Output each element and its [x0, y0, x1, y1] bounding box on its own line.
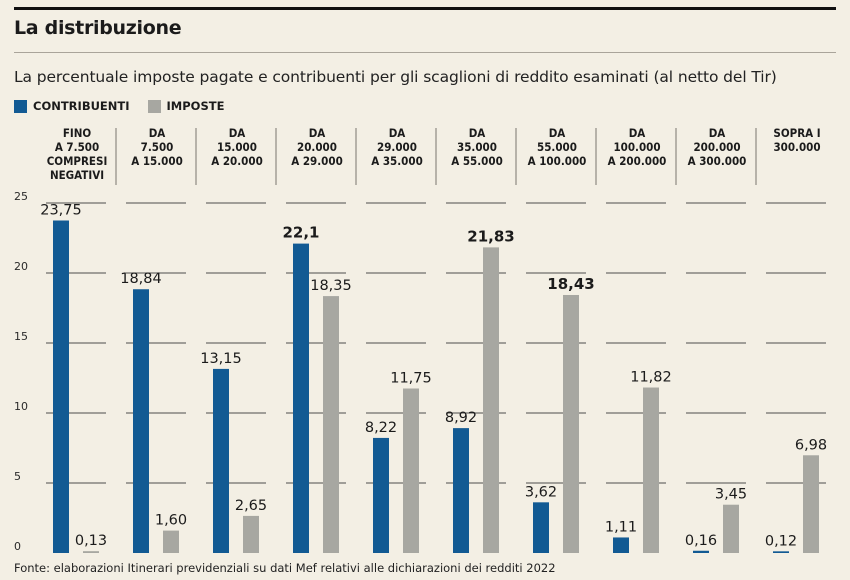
category-label: 55.000 — [537, 140, 577, 154]
data-label-contribuenti: 3,62 — [525, 484, 557, 500]
data-label-contribuenti: 13,15 — [200, 351, 242, 367]
bar-imposte — [83, 551, 99, 553]
bar-imposte — [723, 504, 739, 553]
bar-contribuenti — [373, 437, 389, 553]
source-note: Fonte: elaborazioni Itinerari previdenzi… — [14, 561, 556, 575]
category-label: A 7.500 — [55, 140, 99, 154]
category-label: A 20.000 — [211, 154, 263, 168]
bar-imposte — [243, 515, 259, 553]
y-tick-label: 5 — [14, 470, 21, 483]
data-label-imposte: 3,45 — [715, 487, 747, 503]
y-tick-label: 20 — [14, 260, 28, 273]
legend-item-imposte: IMPOSTE — [147, 99, 225, 113]
data-label-contribuenti: 18,84 — [120, 271, 162, 287]
data-label-contribuenti: 0,16 — [685, 533, 717, 549]
legend-label-contribuenti: CONTRIBUENTI — [33, 99, 130, 113]
data-label-imposte: 21,83 — [467, 227, 514, 245]
category-label: NEGATIVI — [50, 168, 104, 182]
category-label: 100.000 — [613, 140, 660, 154]
legend-label-imposte: IMPOSTE — [166, 99, 225, 113]
category-label: 29.000 — [377, 140, 417, 154]
data-label-imposte: 18,35 — [310, 278, 352, 294]
data-label-contribuenti: 1,11 — [605, 519, 637, 535]
category-label: A 300.000 — [688, 154, 747, 168]
category-label: DA — [549, 126, 566, 140]
bar-imposte — [323, 296, 339, 553]
data-label-imposte: 6,98 — [795, 437, 827, 453]
legend-swatch-imposte — [147, 99, 161, 113]
category-label: 300.000 — [773, 140, 820, 154]
legend-swatch-contribuenti — [14, 99, 27, 113]
y-tick-label: 0 — [14, 540, 21, 553]
y-tick-label: 15 — [14, 330, 28, 343]
legend-item-contribuenti: CONTRIBUENTI — [14, 99, 130, 113]
data-label-contribuenti: 8,92 — [445, 410, 477, 426]
top-rule — [14, 7, 836, 10]
y-tick-label: 10 — [14, 400, 28, 413]
bar-imposte — [483, 247, 499, 553]
data-label-imposte: 18,43 — [547, 275, 594, 293]
category-label: A 200.000 — [608, 154, 667, 168]
data-label-imposte: 11,82 — [630, 370, 672, 386]
category-label: 200.000 — [693, 140, 740, 154]
data-label-imposte: 11,75 — [390, 371, 432, 387]
chart-title: La distribuzione — [14, 17, 182, 39]
category-label: DA — [709, 126, 726, 140]
category-label: 15.000 — [217, 140, 257, 154]
legend: CONTRIBUENTI IMPOSTE — [14, 99, 242, 113]
bar-imposte — [163, 530, 179, 553]
category-label: DA — [309, 126, 326, 140]
chart-subtitle: La percentuale imposte pagate e contribu… — [14, 68, 777, 86]
category-label: A 55.000 — [451, 154, 503, 168]
data-label-contribuenti: 23,75 — [40, 203, 82, 219]
data-label-contribuenti: 0,12 — [765, 533, 797, 549]
bar-contribuenti — [693, 550, 709, 553]
category-label: SOPRA I — [773, 126, 820, 140]
bar-contribuenti — [773, 551, 789, 553]
bar-contribuenti — [453, 428, 469, 553]
category-label: DA — [229, 126, 246, 140]
data-label-contribuenti: 8,22 — [365, 420, 397, 436]
bar-contribuenti — [133, 289, 149, 553]
category-label: COMPRESI — [47, 154, 108, 168]
category-label: DA — [149, 126, 166, 140]
data-label-imposte: 1,60 — [155, 513, 187, 529]
category-label: A 100.000 — [528, 154, 587, 168]
bar-contribuenti — [213, 368, 229, 553]
data-label-contribuenti: 22,1 — [282, 224, 319, 242]
bar-imposte — [563, 294, 579, 553]
data-label-imposte: 2,65 — [235, 498, 267, 514]
category-label: A 15.000 — [131, 154, 183, 168]
bar-contribuenti — [533, 502, 549, 553]
data-label-imposte: 0,13 — [75, 533, 107, 549]
category-label: 35.000 — [457, 140, 497, 154]
bar-contribuenti — [293, 243, 309, 553]
bar-imposte — [803, 455, 819, 553]
category-label: DA — [389, 126, 406, 140]
category-label: FINO — [63, 126, 92, 140]
category-label: DA — [629, 126, 646, 140]
category-label: A 29.000 — [291, 154, 343, 168]
category-label: 7.500 — [141, 140, 174, 154]
bar-imposte — [643, 387, 659, 553]
category-label: A 35.000 — [371, 154, 423, 168]
category-label: 20.000 — [297, 140, 337, 154]
category-label: DA — [469, 126, 486, 140]
title-divider — [14, 52, 836, 53]
bar-contribuenti — [53, 220, 69, 553]
y-tick-label: 25 — [14, 190, 28, 203]
bar-contribuenti — [613, 537, 629, 553]
bar-imposte — [403, 388, 419, 553]
